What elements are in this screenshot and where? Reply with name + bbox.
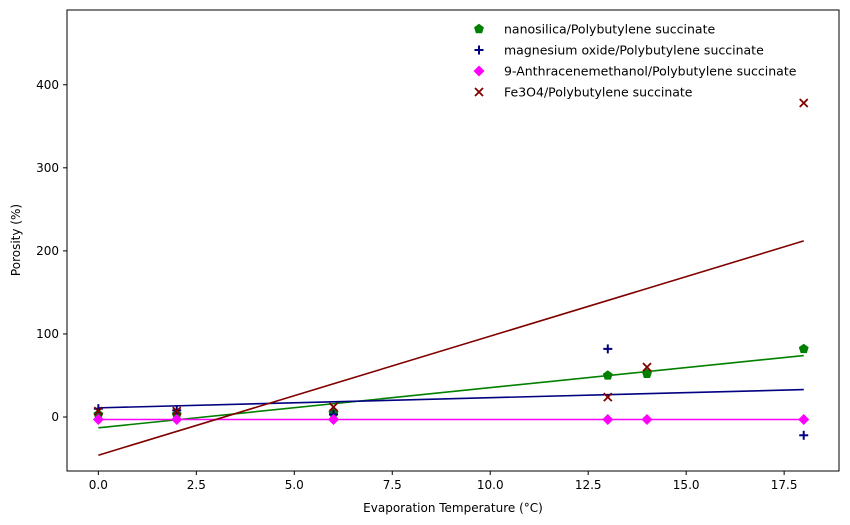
x-tick-label: 10.0 xyxy=(477,478,504,492)
plot-area xyxy=(66,9,840,472)
x-tick-label: 7.5 xyxy=(383,478,402,492)
data-point-series-2-0 xyxy=(92,414,104,426)
data-point-series-3-5 xyxy=(799,98,809,108)
data-point-series-0-4 xyxy=(642,368,652,379)
x-tick-label: 2.5 xyxy=(187,478,206,492)
x-axis-ticks: 0.0 2.5 5.0 7.5 10.0 12.5 15.0 17.5 xyxy=(89,471,798,492)
legend-marker-3 xyxy=(474,87,484,97)
y-axis-ticks: 0 100 200 300 400 xyxy=(36,78,67,424)
x-tick-label: 15.0 xyxy=(673,478,700,492)
legend-entry-label: nanosilica/Polybutylene succinate xyxy=(504,22,715,37)
data-point-series-2-4 xyxy=(641,414,653,426)
data-point-series-1-4 xyxy=(799,430,809,440)
y-tick-label: 100 xyxy=(36,327,59,341)
data-point-series-2-5 xyxy=(798,414,810,426)
legend-marker-1 xyxy=(474,45,484,55)
fit-lines xyxy=(98,240,804,456)
y-tick-label: 200 xyxy=(36,244,59,258)
fit-line-series-0 xyxy=(98,354,804,429)
legend-entry-label: 9-Anthracenemethanol/Polybutylene succin… xyxy=(504,64,797,79)
data-point-series-1-3 xyxy=(603,344,613,354)
data-points xyxy=(92,98,810,440)
data-point-series-2-2 xyxy=(327,414,339,426)
data-point-series-3-2 xyxy=(328,402,339,412)
fit-line-series-1 xyxy=(98,388,804,409)
x-tick-label: 17.5 xyxy=(771,478,798,492)
x-tick-label: 0.0 xyxy=(89,478,108,492)
x-tick-label: 5.0 xyxy=(285,478,304,492)
y-axis-label: Porosity (%) xyxy=(9,204,23,276)
x-tick-label: 12.5 xyxy=(575,478,602,492)
legend-marker-0 xyxy=(474,23,484,34)
data-point-series-2-1 xyxy=(171,414,183,426)
legend: nanosilica/Polybutylene succinate magnesi… xyxy=(473,22,797,100)
legend-entry-label: magnesium oxide/Polybutylene succinate xyxy=(504,43,764,58)
y-tick-label: 400 xyxy=(36,78,59,92)
y-tick-label: 0 xyxy=(51,410,59,424)
data-point-series-3-3 xyxy=(603,392,613,402)
x-axis-label: Evaporation Temperature (°C) xyxy=(363,501,543,515)
legend-marker-2 xyxy=(473,65,485,77)
fit-line-series-3 xyxy=(98,240,804,456)
data-point-series-0-3 xyxy=(602,370,613,380)
data-point-series-3-0 xyxy=(93,406,103,416)
legend-entry-label: Fe3O4/Polybutylene succinate xyxy=(504,85,693,100)
y-tick-label: 300 xyxy=(36,161,59,175)
data-point-series-2-3 xyxy=(602,414,614,426)
data-point-series-0-5 xyxy=(798,343,809,354)
data-point-series-3-1 xyxy=(172,406,182,416)
data-point-series-3-4 xyxy=(642,362,652,372)
